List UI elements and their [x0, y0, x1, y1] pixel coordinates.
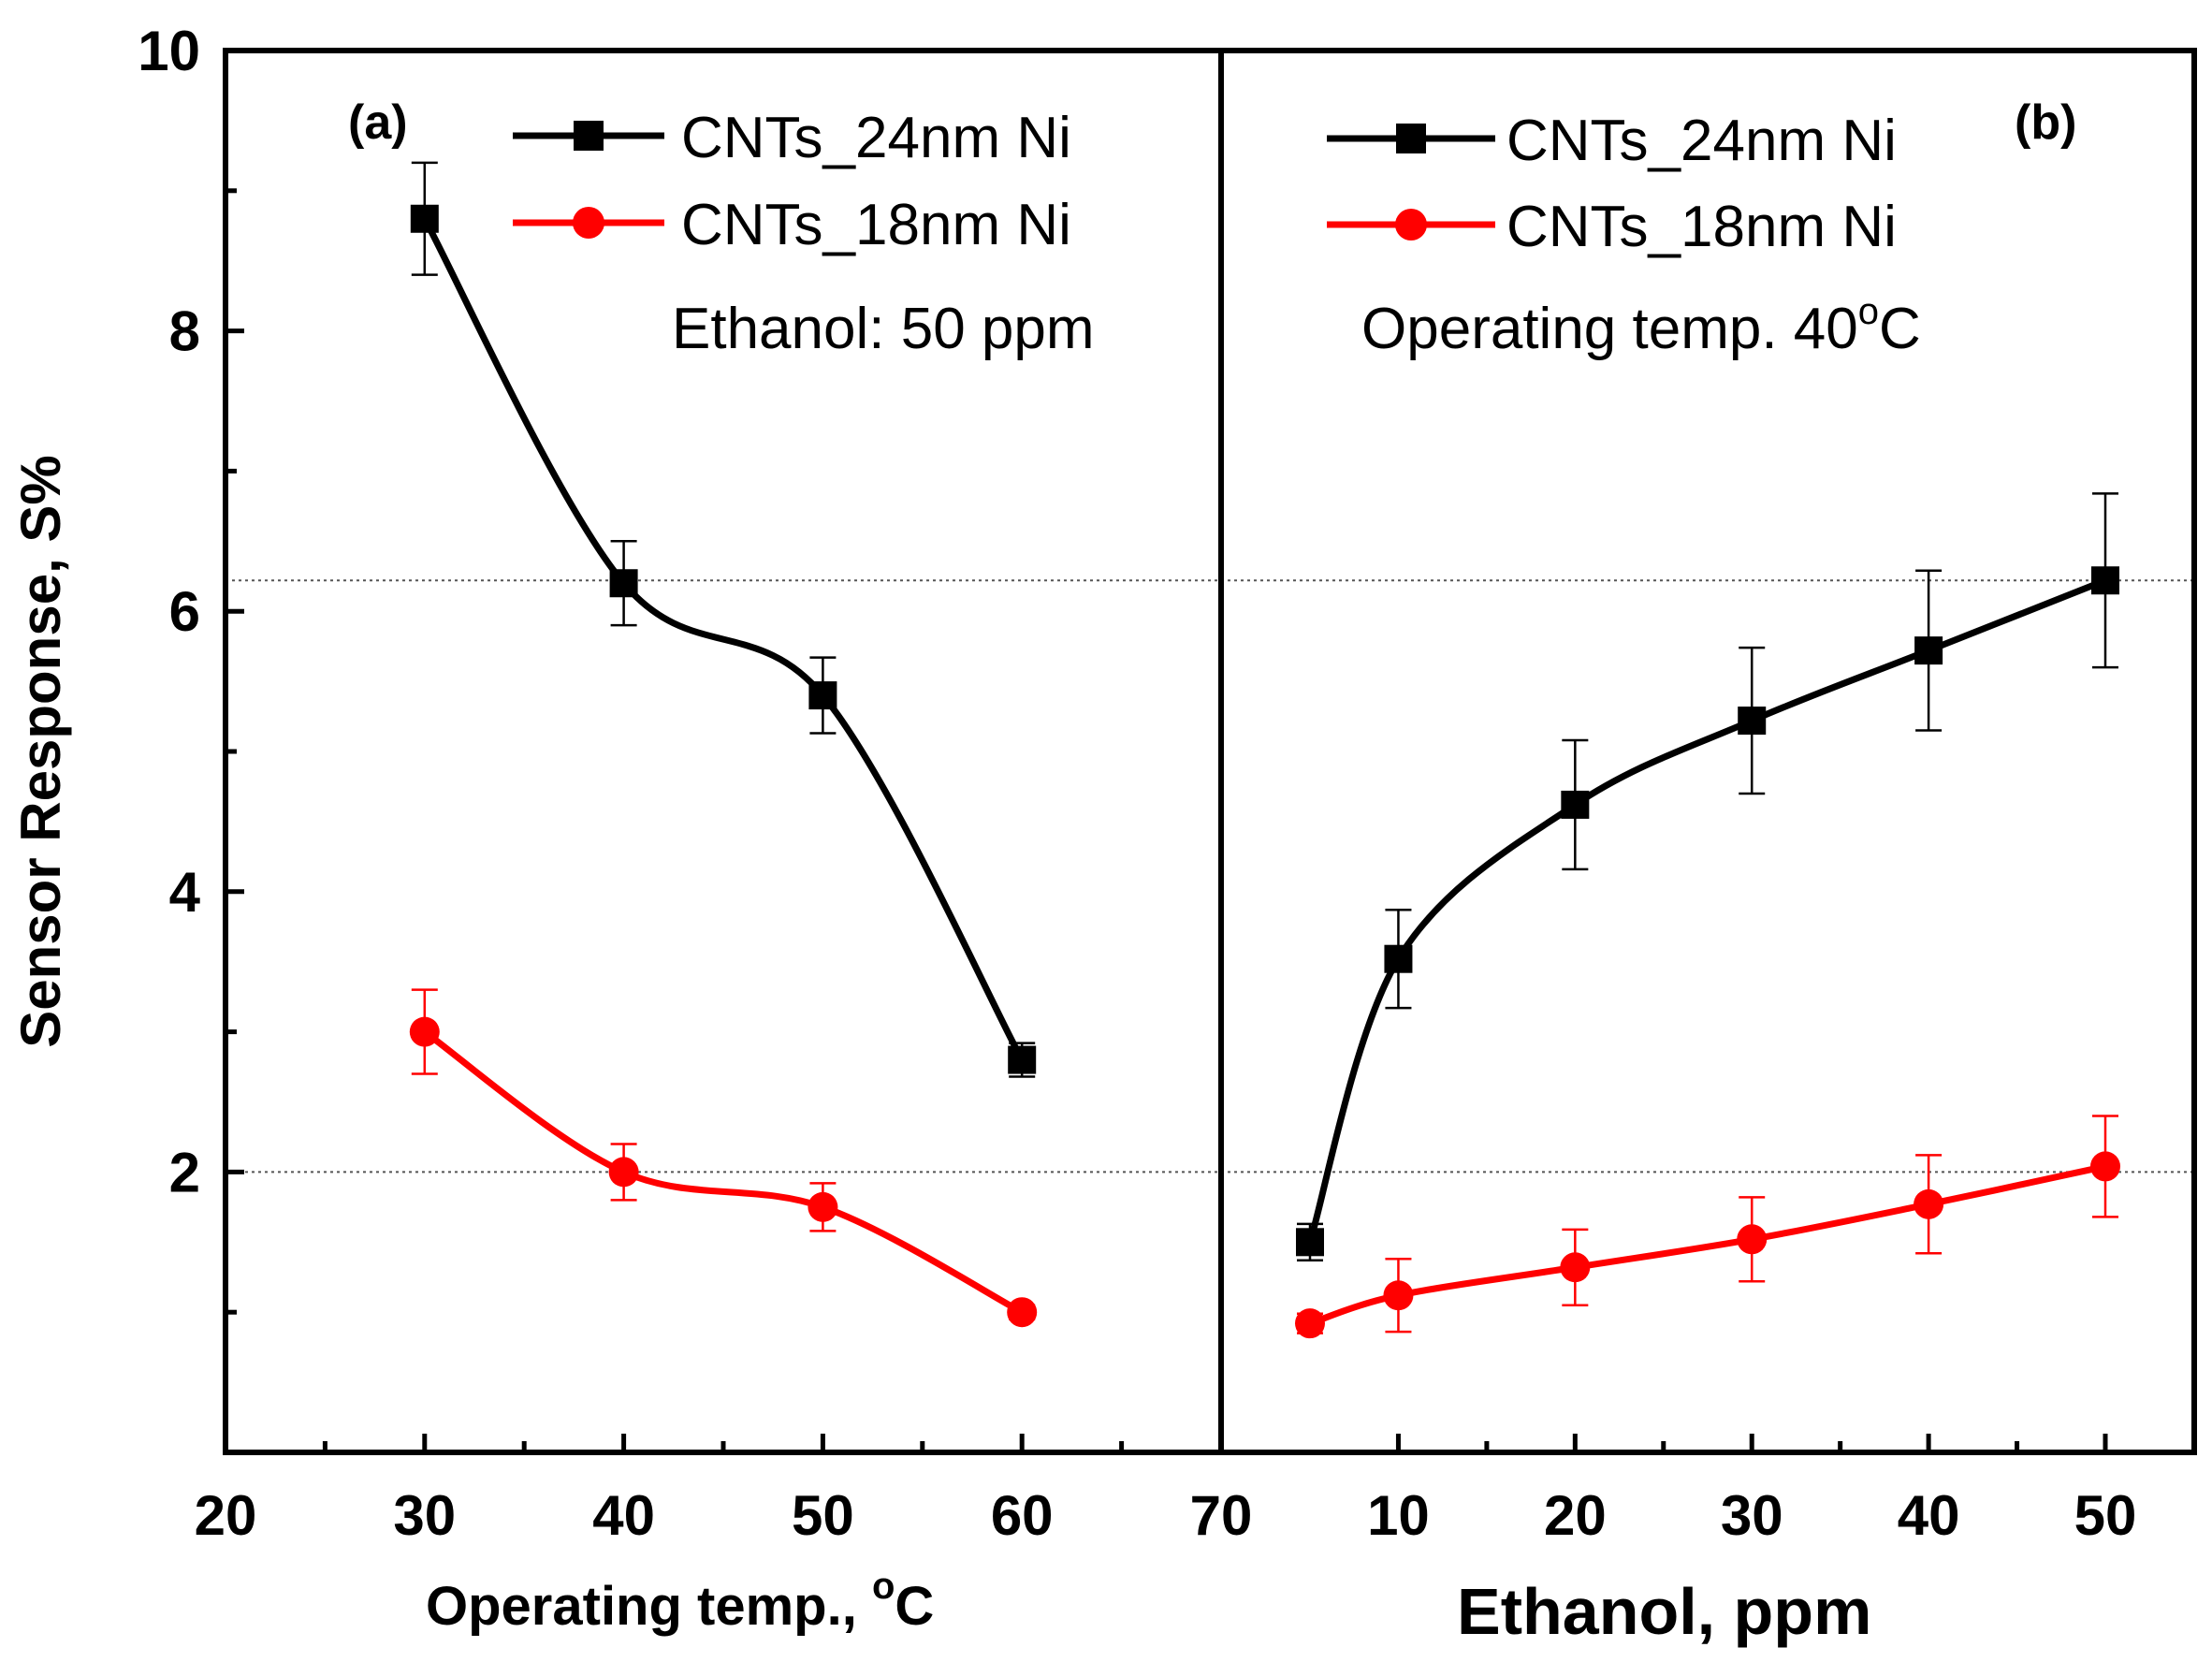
tick-labels: 2 4 6 8 10 20 30 40 50 60 70 10 20 30 40 50 — [138, 20, 2136, 1547]
x-tick-label-b: 30 — [1721, 1484, 1783, 1547]
x-axis-title-a-degree: o — [872, 1566, 895, 1607]
data-point-b-red — [1295, 1308, 1325, 1339]
x-axis-title-a: Operating temp., oC — [426, 1566, 934, 1637]
reference-lines — [226, 579, 2194, 1174]
series-line-a-black — [421, 217, 1026, 1062]
legend-a-black-marker — [574, 121, 604, 151]
y-tick-label: 10 — [138, 20, 200, 82]
panel-b-frame — [1218, 48, 2197, 1455]
series-line-a-red — [422, 1028, 1024, 1316]
x-tick-label-a: 20 — [195, 1484, 257, 1547]
y-axis-title: Sensor Response, S% — [9, 455, 72, 1048]
panel-b-annotation-main: Operating temp. 40 — [1361, 297, 1858, 361]
x-axis-title-a-main: Operating temp., — [426, 1576, 872, 1637]
data-point-a-red — [1007, 1297, 1038, 1328]
legend-b-red-marker — [1395, 209, 1427, 241]
data-point-a-black — [410, 204, 439, 233]
data-point-a-red — [808, 1191, 838, 1222]
x-tick-label-a: 30 — [393, 1484, 456, 1547]
panel-a-annotation: Ethanol: 50 ppm — [672, 297, 1095, 361]
x-axis-title-a-unit: C — [895, 1576, 934, 1637]
panel-b-legend: CNTs_24nm Ni CNTs_18nm Ni — [1327, 109, 1897, 259]
x-axis-title-b: Ethanol, ppm — [1457, 1575, 1871, 1648]
data-point-b-black — [1914, 636, 1943, 665]
data-point-b-red — [1914, 1188, 1944, 1219]
panel-b-label: (b) — [2015, 95, 2076, 150]
data-point-b-black — [1384, 944, 1413, 973]
y-tick-label: 8 — [169, 300, 200, 363]
legend-b-black-marker — [1396, 124, 1426, 153]
panel-b-annotation-unit: C — [1879, 297, 1921, 361]
y-tick-label: 6 — [169, 580, 200, 643]
panel-a-label: (a) — [348, 95, 408, 150]
data-point-b-red — [1383, 1280, 1414, 1311]
legend-a-black-label: CNTs_24nm Ni — [681, 106, 1071, 170]
legend-b-red-label: CNTs_18nm Ni — [1506, 195, 1897, 259]
x-tick-label-b: 50 — [2074, 1484, 2137, 1547]
legend-a-red-label: CNTs_18nm Ni — [681, 193, 1071, 257]
y-tick-label: 2 — [169, 1141, 200, 1203]
data-point-b-black — [1738, 707, 1767, 736]
data-point-a-red — [608, 1157, 639, 1188]
panel-b-annotation: Operating temp. 40oC — [1361, 291, 1921, 361]
x-tick-label-b: 10 — [1367, 1484, 1430, 1547]
x-tick-label-a: 40 — [592, 1484, 655, 1547]
series-layer — [409, 161, 2120, 1339]
data-point-b-red — [2090, 1151, 2120, 1182]
data-point-a-black — [609, 569, 638, 598]
data-point-a-red — [409, 1016, 440, 1047]
x-tick-label-b: 40 — [1898, 1484, 1960, 1547]
x-tick-label-a: 70 — [1190, 1484, 1253, 1547]
data-point-b-red — [1560, 1252, 1591, 1283]
legend-b-black-label: CNTs_24nm Ni — [1506, 109, 1897, 173]
panel-b-annotation-degree: o — [1858, 291, 1879, 332]
data-point-b-red — [1737, 1224, 1768, 1255]
panel-a-legend: CNTs_24nm Ni CNTs_18nm Ni — [513, 106, 1071, 257]
x-tick-label-a: 60 — [991, 1484, 1054, 1547]
x-tick-label-a: 50 — [792, 1484, 854, 1547]
data-point-a-black — [1008, 1045, 1037, 1074]
x-tick-label-b: 20 — [1544, 1484, 1607, 1547]
data-point-b-black — [1296, 1228, 1324, 1257]
data-point-b-black — [1561, 790, 1590, 819]
y-tick-label: 4 — [169, 861, 201, 924]
legend-a-red-marker — [573, 207, 604, 239]
data-point-a-black — [808, 681, 837, 710]
data-point-b-black — [2091, 566, 2119, 595]
